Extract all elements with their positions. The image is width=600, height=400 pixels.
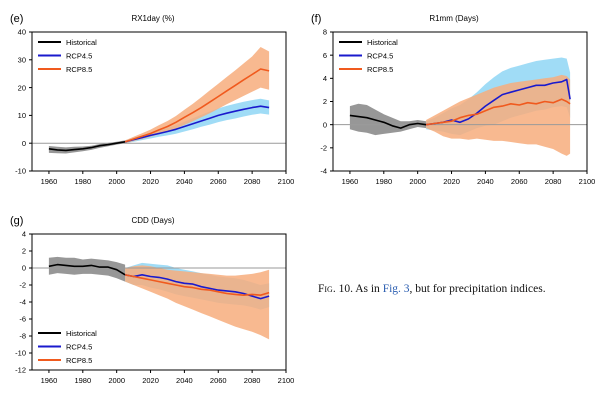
x-tick-label: 2060 <box>210 376 227 385</box>
y-tick-label: -4 <box>19 298 26 307</box>
legend-label-rcp8-5: RCP8.5 <box>367 65 393 74</box>
series-line-rcp8-5 <box>124 274 270 297</box>
y-tick-label: 0 <box>22 264 26 273</box>
caption-figure-link[interactable]: Fig. 3 <box>382 283 410 295</box>
chart-title: CDD (Days) <box>131 216 174 225</box>
panel-label: (f) <box>311 13 321 25</box>
series-line-historical <box>48 263 126 276</box>
y-tick-label: 10 <box>18 111 26 120</box>
caption-text-after: , but for precipitation indices. <box>409 283 546 295</box>
x-tick-label: 2020 <box>142 376 159 385</box>
legend-label-rcp4-5: RCP4.5 <box>66 52 92 61</box>
uncertainty-band-historical <box>48 256 126 282</box>
y-tick-label: 4 <box>323 74 327 83</box>
y-tick-label: 20 <box>18 83 26 92</box>
x-tick-label: 2000 <box>108 177 125 186</box>
y-tick-label: 2 <box>22 247 26 256</box>
y-tick-label: -4 <box>320 167 327 176</box>
y-tick-label: 40 <box>18 28 26 37</box>
y-tick-label: 0 <box>323 120 327 129</box>
y-tick-label: 30 <box>18 56 26 65</box>
x-tick-label: 2080 <box>244 376 261 385</box>
legend: Historical RCP4.5 RCP8.5 <box>38 38 97 74</box>
y-tick-label: -10 <box>15 349 26 358</box>
x-tick-label: 2040 <box>176 177 193 186</box>
x-tick-label: 2080 <box>244 177 261 186</box>
x-tick-label: 2100 <box>278 177 295 186</box>
chart-title: R1mm (Days) <box>429 14 479 23</box>
uncertainty-band-historical <box>349 103 427 136</box>
series-line-rcp4-5 <box>124 105 270 143</box>
legend-label-historical: Historical <box>66 329 97 338</box>
legend-label-rcp4-5: RCP4.5 <box>367 52 393 61</box>
y-tick-label: 6 <box>323 51 327 60</box>
x-tick-label: 1960 <box>41 376 58 385</box>
x-tick-label: 1960 <box>342 177 359 186</box>
legend-label-rcp4-5: RCP4.5 <box>66 343 92 352</box>
x-tick-label: 2100 <box>278 376 295 385</box>
x-tick-label: 1980 <box>375 177 392 186</box>
panel-e-rx1day: (e) RX1day (%)1960 1980 2000 2020 2040 2060 208… <box>10 13 294 186</box>
figure-caption: Fig. 10. As in Fig. 3, but for precipita… <box>318 283 588 295</box>
y-tick-label: 0 <box>22 139 26 148</box>
x-tick-label: 2020 <box>142 177 159 186</box>
legend: Historical RCP4.5 RCP8.5 <box>38 329 97 365</box>
caption-text-before: As in <box>352 283 383 295</box>
x-tick-label: 1980 <box>74 177 91 186</box>
y-tick-label: -2 <box>320 144 327 153</box>
panel-g-cdd: (g) CDD (Days) 1960 1980 2000 2020 2040 2060 208… <box>10 215 294 385</box>
x-tick-label: 2080 <box>545 177 562 186</box>
y-tick-label: -8 <box>19 332 26 341</box>
legend-label-historical: Historical <box>66 38 97 47</box>
x-tick-label: 2100 <box>579 177 596 186</box>
series-line-rcp8-5 <box>425 98 571 126</box>
panel-label: (g) <box>10 215 23 227</box>
uncertainty-band-rcp8-5 <box>125 265 270 340</box>
y-tick-label: 4 <box>22 230 26 239</box>
x-tick-label: 2040 <box>176 376 193 385</box>
series-line-historical <box>349 114 427 129</box>
x-tick-label: 2000 <box>108 376 125 385</box>
x-tick-label: 2060 <box>511 177 528 186</box>
legend-label-historical: Historical <box>367 38 398 47</box>
y-tick-label: 2 <box>323 97 327 106</box>
caption-figure-label: Fig. 10. <box>318 283 353 295</box>
y-tick-label: -2 <box>19 281 26 290</box>
y-tick-label: 8 <box>323 28 327 37</box>
y-tick-label: -6 <box>19 315 26 324</box>
y-tick-label: -10 <box>15 167 26 176</box>
uncertainty-band-rcp8-5 <box>125 47 270 144</box>
series-line-historical <box>48 141 126 152</box>
legend: Historical RCP4.5 RCP8.5 <box>339 38 398 74</box>
x-tick-label: 1980 <box>74 376 91 385</box>
x-tick-label: 1960 <box>41 177 58 186</box>
y-tick-label: -12 <box>15 366 26 375</box>
legend-label-rcp8-5: RCP8.5 <box>66 65 92 74</box>
x-tick-label: 2000 <box>409 177 426 186</box>
chart-title: RX1day (%) <box>131 14 174 23</box>
panel-label: (e) <box>10 13 23 25</box>
series-line-rcp8-5 <box>124 68 270 143</box>
series-line-rcp4-5 <box>425 78 571 126</box>
series-line-rcp4-5 <box>124 273 270 300</box>
panel-f-r1mm: (f) R1mm (Days)1960 1980 2000 2020 2040 2060 20… <box>311 13 595 186</box>
legend-label-rcp8-5: RCP8.5 <box>66 356 92 365</box>
x-tick-label: 2020 <box>443 177 460 186</box>
x-tick-label: 2060 <box>210 177 227 186</box>
plot-frame <box>31 31 287 172</box>
x-tick-label: 2040 <box>477 177 494 186</box>
uncertainty-band-rcp8-5 <box>426 74 571 156</box>
uncertainty-band-historical <box>48 140 126 154</box>
